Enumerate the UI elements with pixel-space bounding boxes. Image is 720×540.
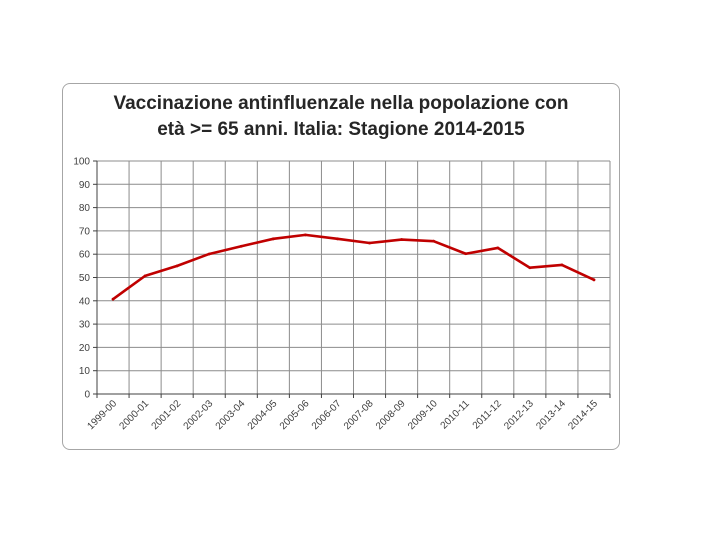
x-tick-label: 2010-11 [439,398,473,432]
x-tick-label: 2000-01 [117,398,151,432]
x-tick-label: 2011-12 [471,398,505,432]
data-point [368,241,371,245]
data-point [304,233,307,237]
x-tick-label: 2007-08 [342,398,376,432]
y-tick-label: 50 [79,273,91,284]
axes [93,160,611,398]
x-tick-label: 1999-00 [85,398,119,432]
data-point [432,239,436,243]
chart-title-line-1: Vaccinazione antinfluenzale nella popola… [113,93,569,114]
data-point [528,266,532,270]
data-point [143,274,147,278]
chart-title-line-2: età >= 65 anni. Italia: Stagione 2014-20… [157,119,525,140]
data-point [592,278,596,282]
series-line [111,233,596,301]
x-tick-label: 2003-04 [214,398,248,432]
y-tick-label: 0 [84,390,90,401]
data-point [207,252,211,256]
chart-title: Vaccinazione antinfluenzale nella popola… [62,91,620,143]
x-tick-label: 2006-07 [310,398,344,432]
data-point [400,238,403,241]
data-point [271,237,275,241]
y-tick-label: 70 [79,226,91,237]
y-axis-tick-labels: 0 10 20 30 40 50 60 70 80 90 100 [73,157,90,401]
x-tick-label: 2008-09 [374,398,408,432]
data-point [239,244,243,248]
x-tick-label: 2002-03 [182,398,216,432]
y-tick-label: 40 [79,296,91,307]
data-point [560,263,564,267]
x-tick-label: 2013-14 [534,398,568,432]
x-tick-label: 2014-15 [566,398,600,432]
y-tick-label: 100 [73,157,90,168]
y-tick-label: 90 [79,180,91,191]
x-tick-label: 2004-05 [246,398,280,432]
gridlines [96,160,611,394]
x-tick-label: 2009-10 [406,398,440,432]
y-tick-label: 20 [79,343,91,354]
data-point [111,297,115,301]
y-tick-label: 60 [79,250,91,261]
x-axis-tick-labels: 1999-002000-012001-022002-032003-042004-… [85,398,600,432]
y-tick-label: 30 [79,320,91,331]
x-tick-label: 2001-02 [150,398,184,432]
y-tick-label: 10 [79,366,91,377]
data-point [336,237,339,241]
data-point [464,252,468,256]
data-point [175,264,179,268]
data-point [496,246,500,250]
series-layer [111,233,596,301]
x-tick-label: 2012-13 [502,398,536,432]
y-tick-label: 80 [79,203,91,214]
x-tick-label: 2005-06 [278,398,312,432]
